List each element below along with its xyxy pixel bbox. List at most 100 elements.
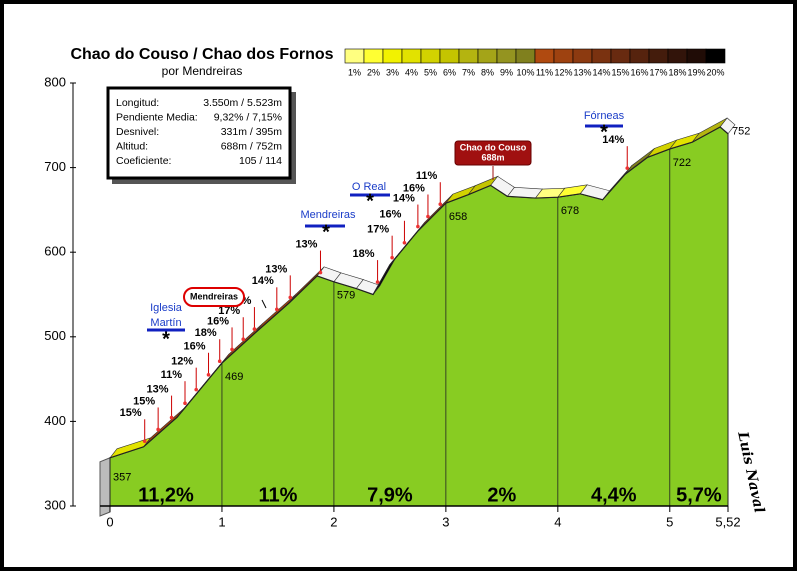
km-altitude: 678 xyxy=(561,205,579,217)
gradient-point xyxy=(402,240,407,245)
scale-label: 15% xyxy=(611,67,629,77)
x-tick-label: 5,52 xyxy=(715,514,740,529)
scale-label: 11% xyxy=(536,67,553,77)
gradient-point xyxy=(241,337,246,342)
info-label: Altitud: xyxy=(116,140,148,152)
info-value: 105 / 114 xyxy=(239,155,282,167)
scale-label: 1% xyxy=(348,67,361,77)
place-name: Martín xyxy=(150,317,181,329)
gradient-label: 11% xyxy=(161,369,183,381)
scale-swatch xyxy=(648,48,669,64)
gradient-label: 16% xyxy=(403,182,425,194)
place-name: Iglesia xyxy=(150,302,183,314)
gradient-point xyxy=(275,307,279,312)
info-label: Pendiente Media: xyxy=(116,111,198,123)
place-name: Fórneas xyxy=(584,110,625,122)
segment-gradient: 4,4% xyxy=(591,484,637,506)
km-altitude: 722 xyxy=(673,157,691,169)
scale-label: 6% xyxy=(443,67,456,77)
x-tick-label: 0 xyxy=(106,514,113,529)
chart-subtitle: por Mendreiras xyxy=(162,64,243,78)
gradient-label: 17% xyxy=(218,305,240,317)
scale-label: 4% xyxy=(405,67,418,77)
gradient-label: 15% xyxy=(120,407,142,419)
scale-label: 10% xyxy=(516,67,534,77)
scale-label: 9% xyxy=(500,67,513,77)
scale-swatch xyxy=(401,48,422,64)
scale-swatch xyxy=(572,48,593,64)
scale-swatch xyxy=(667,48,688,64)
place-marker: * xyxy=(322,221,330,243)
km-altitude: 357 xyxy=(113,472,131,484)
gradient-point xyxy=(142,439,147,444)
x-tick-label: 4 xyxy=(554,514,561,529)
callout-box xyxy=(454,140,532,166)
gradient-label: 13% xyxy=(295,238,317,250)
gradient-label: 18% xyxy=(195,327,217,339)
y-tick-label: 500 xyxy=(44,328,66,343)
scale-label: 8% xyxy=(481,67,494,77)
scale-swatch xyxy=(458,48,479,64)
scale-swatch xyxy=(553,48,574,64)
gradient-label: 16% xyxy=(183,341,205,353)
place-marker: * xyxy=(366,190,374,212)
y-tick-label: 600 xyxy=(44,244,66,259)
km-altitude: 579 xyxy=(337,290,355,302)
km-altitude: 658 xyxy=(449,211,467,223)
scale-label: 18% xyxy=(668,67,686,77)
callout-text: Chao do Couso xyxy=(460,142,527,152)
scale-swatch xyxy=(420,48,441,64)
gradient-point xyxy=(288,295,293,300)
scale-label: 14% xyxy=(592,67,610,77)
y-tick-label: 400 xyxy=(44,413,66,428)
x-tick-label: 3 xyxy=(442,514,449,529)
scale-label: 19% xyxy=(687,67,705,77)
scale-swatch xyxy=(382,48,403,64)
segment-gradient: 2% xyxy=(487,484,516,506)
callout-text: Mendreiras xyxy=(190,291,238,301)
km-altitude: 752 xyxy=(732,126,750,138)
gradient-label: 12% xyxy=(171,356,193,368)
gradient-label: 13% xyxy=(147,384,169,396)
info-value: 9,32% / 7,15% xyxy=(214,111,282,123)
scale-swatch xyxy=(363,48,384,64)
gradient-point xyxy=(206,372,211,377)
profile-line xyxy=(109,126,729,459)
info-label: Desnivel: xyxy=(116,126,159,138)
gradient-label: 11% xyxy=(416,170,438,182)
y-tick-label: 800 xyxy=(44,74,66,89)
segment-gradient: 5,7% xyxy=(676,484,722,506)
place-marker: * xyxy=(162,328,170,350)
gradient-label: 18% xyxy=(353,248,375,260)
gradient-point xyxy=(438,202,443,207)
gradient-label: 13% xyxy=(265,263,287,275)
scale-swatch xyxy=(534,48,555,64)
gradient-label: 14% xyxy=(602,134,624,146)
gradient-point xyxy=(156,427,160,432)
segment-gradient: 11,2% xyxy=(138,484,194,506)
gradient-label: 14% xyxy=(393,192,415,204)
km-altitude: 469 xyxy=(225,371,243,383)
scale-swatch xyxy=(344,48,365,64)
x-tick-label: 2 xyxy=(330,514,337,529)
scale-label: 5% xyxy=(424,67,437,77)
gradient-point xyxy=(252,327,257,331)
callout-pointer xyxy=(261,299,267,309)
scale-swatch xyxy=(439,48,460,64)
info-value: 3.550m / 5.523m xyxy=(203,97,282,109)
scale-swatch xyxy=(591,48,612,64)
scale-label: 3% xyxy=(386,67,399,77)
gradient-label: 14% xyxy=(252,275,274,287)
x-tick-label: 5 xyxy=(666,514,673,529)
scale-swatch xyxy=(629,48,650,64)
scale-label: 7% xyxy=(462,67,475,77)
place-name: O Real xyxy=(352,181,386,193)
gradient-label: 16% xyxy=(379,209,401,221)
scale-swatch xyxy=(705,48,726,64)
callout: Mendreiras xyxy=(183,287,245,307)
gradient-point xyxy=(426,214,430,219)
gradient-label: 16% xyxy=(207,315,229,327)
callout-box xyxy=(183,287,245,307)
